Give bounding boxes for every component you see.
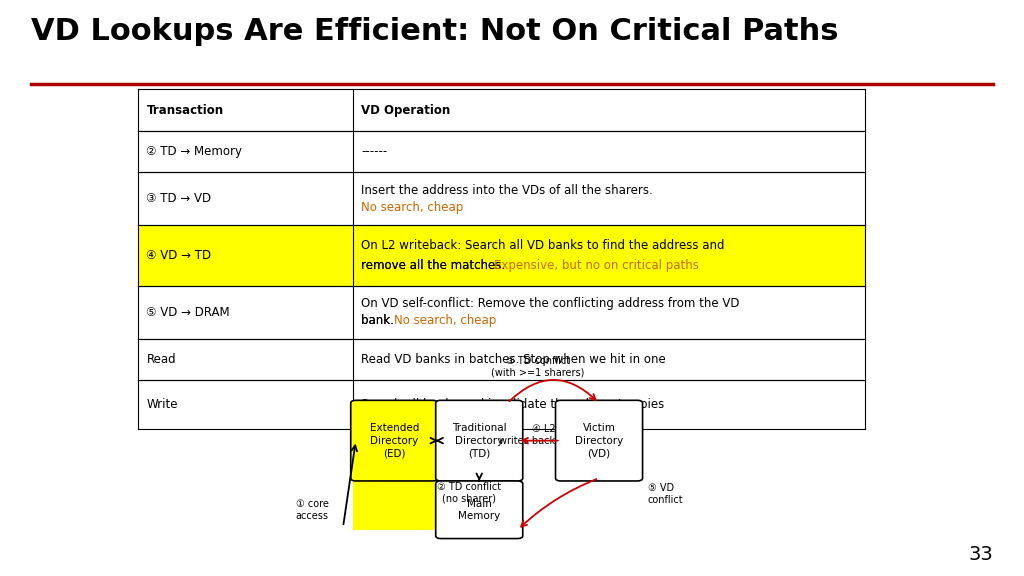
Bar	[138, 339, 865, 380]
Bar	[138, 225, 865, 286]
Text: Traditional
Directory
(TD): Traditional Directory (TD)	[452, 423, 507, 458]
Bar	[138, 286, 865, 339]
Text: ③ TD → VD: ③ TD → VD	[146, 192, 212, 205]
Text: ------: ------	[360, 145, 387, 158]
Text: ④ L2
writes back: ④ L2 writes back	[500, 424, 555, 446]
Text: ⑤ VD
conflict: ⑤ VD conflict	[647, 483, 683, 505]
Bar	[138, 131, 865, 172]
Text: ③ TD conflict
(with >=1 sharers): ③ TD conflict (with >=1 sharers)	[490, 356, 585, 377]
Bar	[138, 380, 865, 429]
Text: Expensive, but no on critical paths: Expensive, but no on critical paths	[494, 259, 698, 272]
Bar	[138, 172, 865, 225]
Text: Read: Read	[146, 353, 176, 366]
Bar	[138, 89, 865, 131]
FancyBboxPatch shape	[436, 400, 523, 481]
Text: On L2 writeback: Search all VD banks to find the address and: On L2 writeback: Search all VD banks to …	[360, 239, 724, 252]
FancyBboxPatch shape	[436, 481, 523, 539]
Text: bank.: bank.	[360, 314, 397, 327]
Text: Extended
Directory
(ED): Extended Directory (ED)	[370, 423, 419, 458]
Text: Victim
Directory
(VD): Victim Directory (VD)	[574, 423, 624, 458]
Text: ② TD conflict
(no sharer): ② TD conflict (no sharer)	[437, 482, 501, 503]
Text: Main
Memory: Main Memory	[458, 499, 501, 521]
Text: On VD self-conflict: Remove the conflicting address from the VD: On VD self-conflict: Remove the conflict…	[360, 297, 739, 310]
Text: remove all the matches.: remove all the matches.	[360, 259, 509, 272]
Text: VD Lookups Are Efficient: Not On Critical Paths: VD Lookups Are Efficient: Not On Critica…	[31, 17, 839, 46]
Text: No search, cheap: No search, cheap	[394, 314, 497, 327]
FancyBboxPatch shape	[350, 400, 438, 481]
Text: VD Operation: VD Operation	[360, 104, 451, 116]
Text: Write: Write	[146, 398, 178, 411]
Text: ① core
access: ① core access	[296, 499, 329, 521]
Text: remove all the matches.: remove all the matches.	[360, 259, 509, 272]
Text: ④ VD → TD: ④ VD → TD	[146, 249, 212, 262]
Text: No search, cheap: No search, cheap	[360, 201, 463, 214]
Text: ② TD → Memory: ② TD → Memory	[146, 145, 243, 158]
Text: Read VD banks in batches. Stop when we hit in one: Read VD banks in batches. Stop when we h…	[360, 353, 666, 366]
Bar	[353, 400, 445, 530]
Text: Insert the address into the VDs of all the sharers.: Insert the address into the VDs of all t…	[360, 184, 652, 196]
Text: 33: 33	[969, 545, 993, 564]
Text: Transaction: Transaction	[146, 104, 223, 116]
Text: bank.: bank.	[360, 314, 397, 327]
Text: ⑤ VD → DRAM: ⑤ VD → DRAM	[146, 306, 230, 319]
FancyBboxPatch shape	[555, 400, 643, 481]
Text: Search all banks and invalidate the relevant copies: Search all banks and invalidate the rele…	[360, 398, 665, 411]
